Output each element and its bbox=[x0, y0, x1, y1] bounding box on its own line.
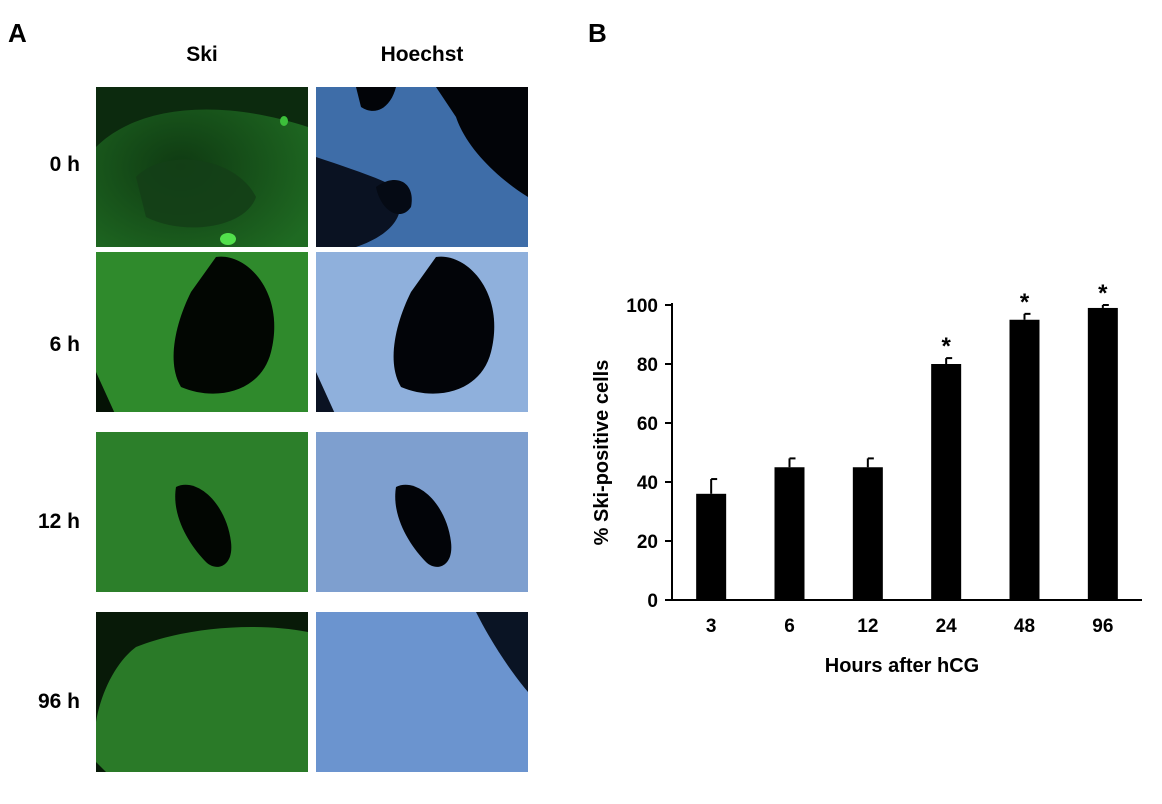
x-tick-label: 48 bbox=[1014, 616, 1035, 637]
column-header-hoechst: Hoechst bbox=[380, 43, 464, 66]
bar bbox=[1009, 319, 1040, 600]
panel-a-letter: A bbox=[8, 18, 27, 48]
y-tick-label: 80 bbox=[637, 355, 658, 376]
bar bbox=[852, 467, 883, 600]
row-label-6h: 6 h bbox=[49, 333, 80, 356]
column-header-ski: Ski bbox=[186, 43, 218, 66]
y-axis-title: % Ski-positive cells bbox=[591, 360, 613, 546]
significance-marker: * bbox=[941, 333, 951, 360]
x-tick-label: 24 bbox=[936, 616, 958, 637]
x-axis-title: Hours after hCG bbox=[825, 655, 979, 677]
bar-chart: 0 20 40 60 80 100 3 6 12 * 24 * 48 * 96 Hours after hCG… bbox=[591, 280, 1142, 677]
bar bbox=[696, 493, 727, 600]
y-tick-label: 40 bbox=[637, 473, 658, 494]
bar bbox=[774, 467, 805, 600]
row-label-12h: 12 h bbox=[37, 510, 80, 533]
micrograph-ski-96h bbox=[96, 612, 308, 772]
micrograph-hoechst-12h bbox=[316, 432, 528, 592]
significance-marker: * bbox=[1098, 280, 1108, 307]
y-tick-label: 0 bbox=[647, 591, 658, 612]
bar bbox=[931, 364, 962, 600]
y-tick-label: 100 bbox=[626, 296, 658, 317]
row-label-0h: 0 h bbox=[49, 153, 80, 176]
x-tick-label: 96 bbox=[1092, 616, 1113, 637]
micrograph-ski-0h bbox=[96, 87, 308, 247]
x-tick-label: 6 bbox=[784, 616, 795, 637]
micrograph-hoechst-6h bbox=[316, 252, 528, 412]
bar bbox=[1087, 307, 1118, 600]
x-tick-label: 3 bbox=[706, 616, 717, 637]
y-tick-label: 20 bbox=[637, 532, 658, 553]
micrograph-ski-12h bbox=[96, 432, 308, 592]
micrograph-ski-6h bbox=[96, 252, 308, 412]
significance-marker: * bbox=[1020, 289, 1030, 316]
row-label-96h: 96 h bbox=[37, 690, 80, 713]
micrograph-hoechst-0h bbox=[316, 87, 528, 247]
x-tick-label: 12 bbox=[857, 616, 878, 637]
panel-b-letter: B bbox=[588, 18, 607, 48]
micrograph-hoechst-96h bbox=[316, 612, 528, 772]
y-tick-label: 60 bbox=[637, 414, 658, 435]
